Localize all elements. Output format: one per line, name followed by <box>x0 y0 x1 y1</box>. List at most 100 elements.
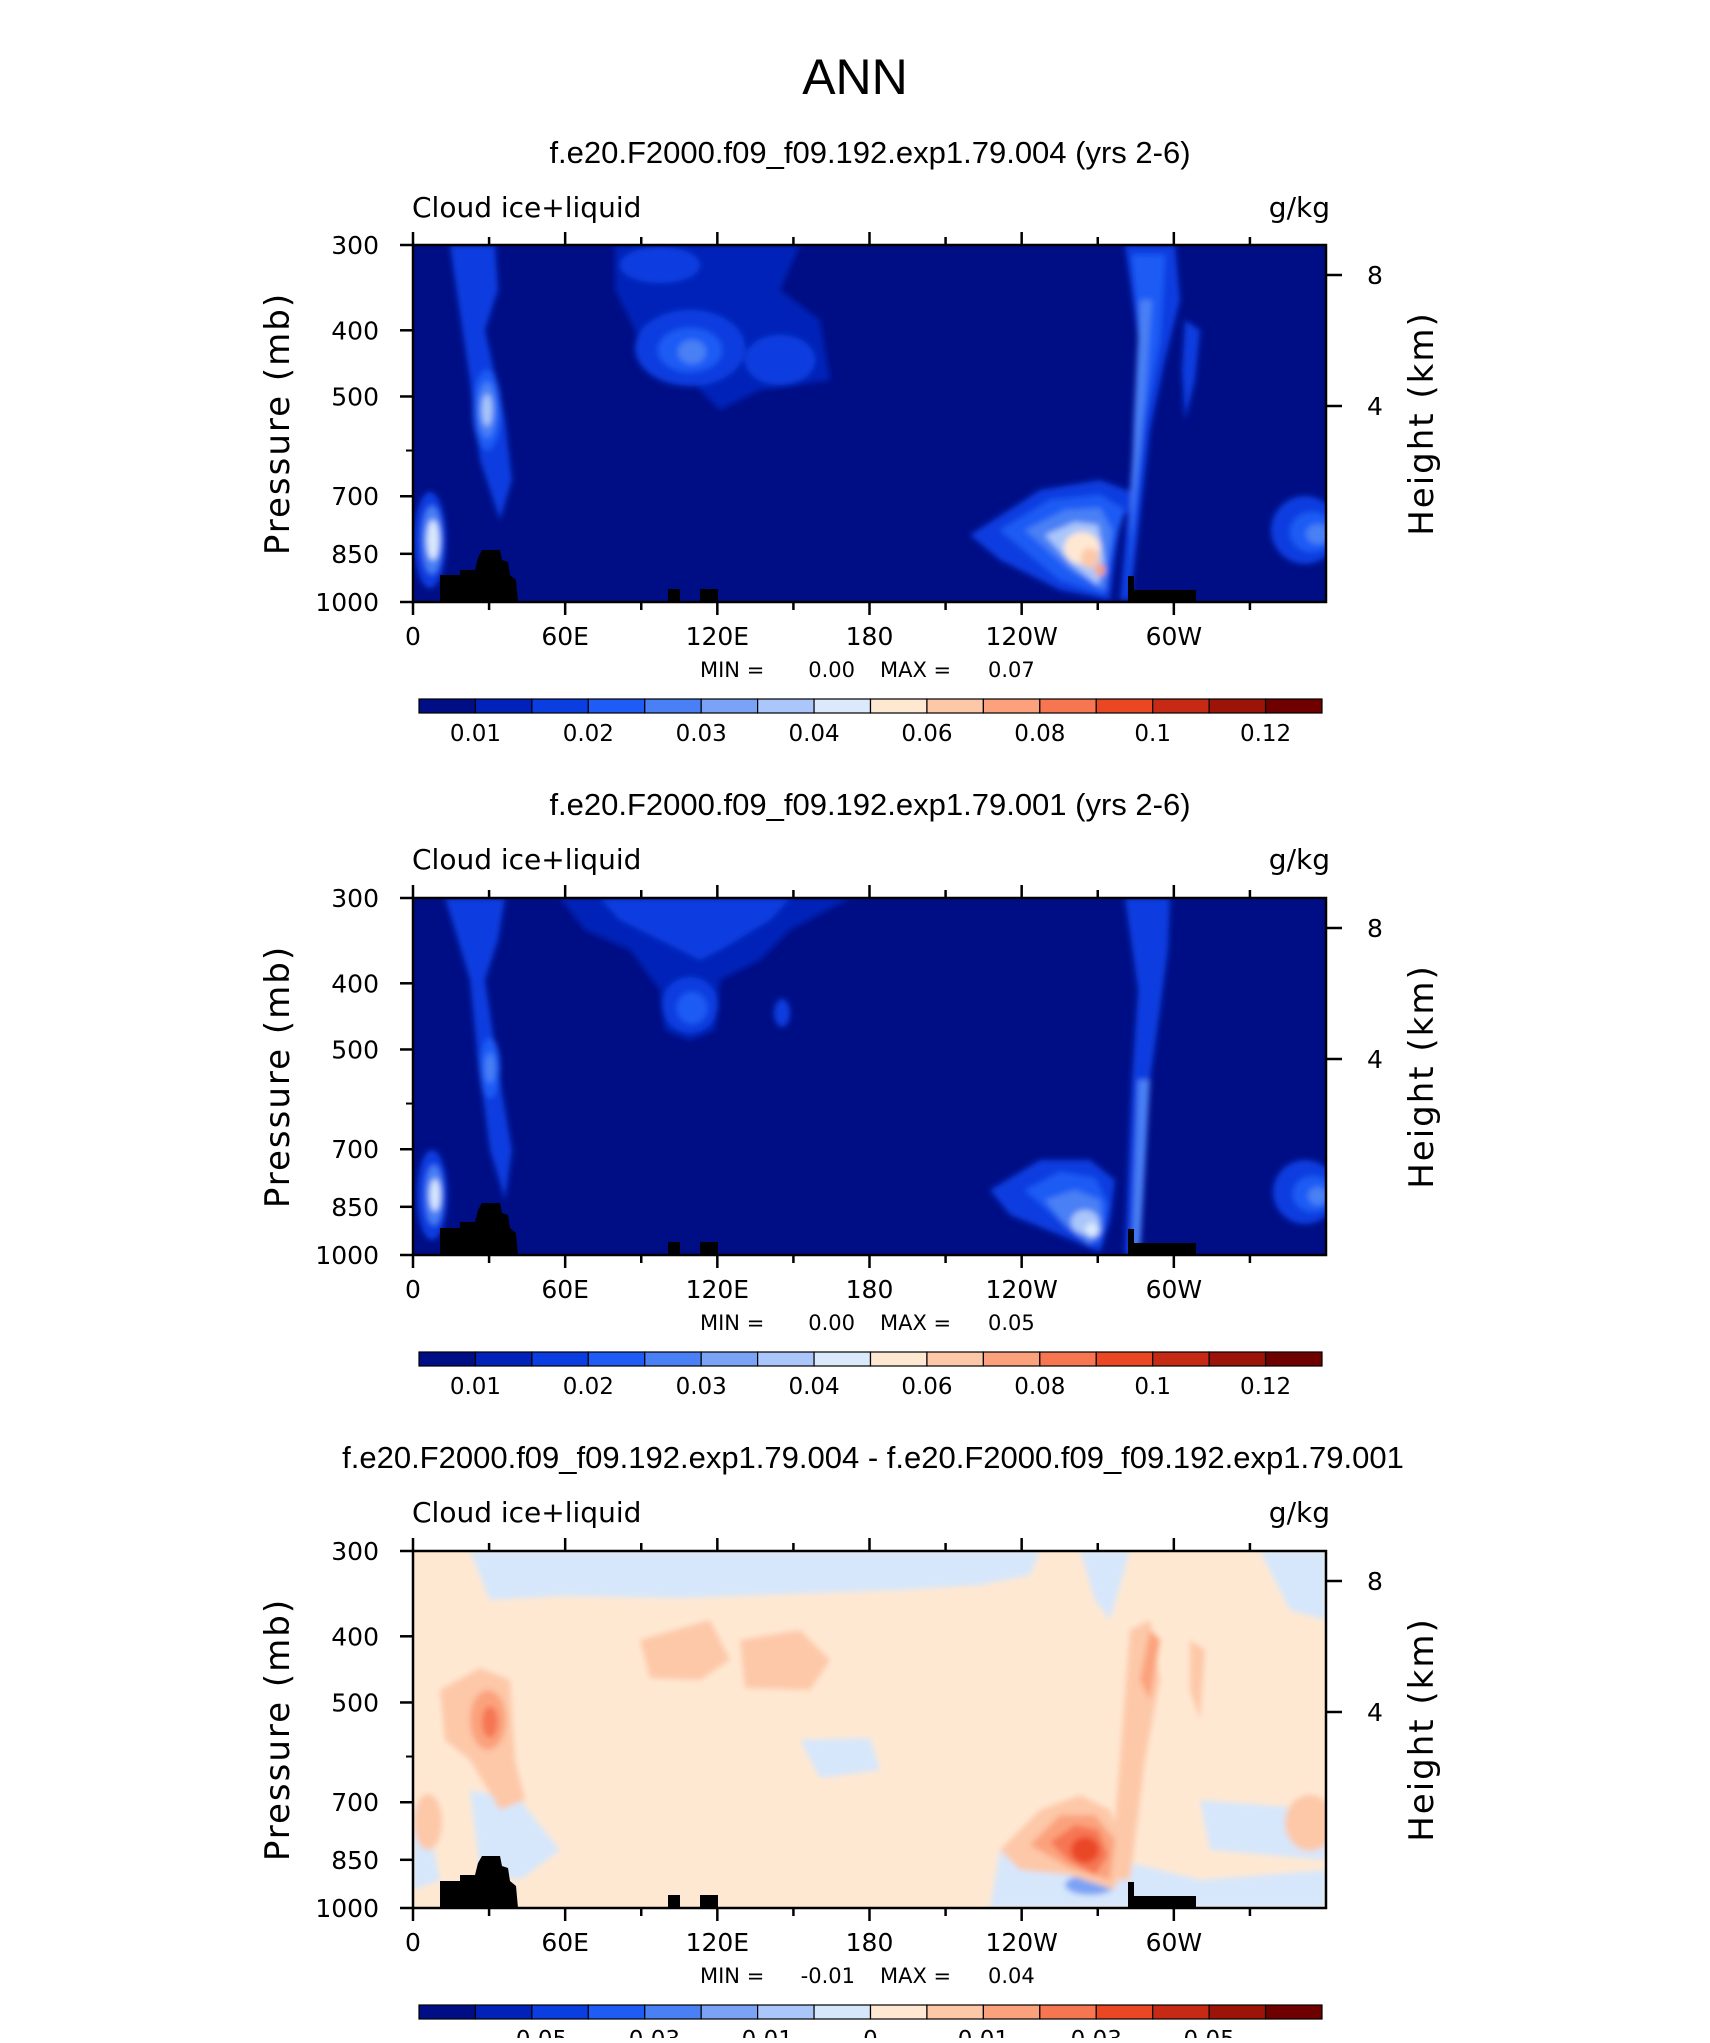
x-tick-label: 120W <box>985 622 1057 651</box>
y-tick-label: 1000 <box>315 588 379 617</box>
y-tick-label: 300 <box>331 1537 379 1566</box>
colorbar-swatch <box>1095 698 1154 714</box>
colorbar-swatch <box>1095 2004 1154 2020</box>
colorbar-swatch <box>757 698 815 714</box>
y-tick-label: 700 <box>331 1788 379 1817</box>
y-axis-right-label: Height (km) <box>1402 1617 1442 1842</box>
min-value: 0.00 <box>808 1311 855 1335</box>
panel-1: f.e20.F2000.f09_f09.192.exp1.79.004 (yrs… <box>411 135 1330 604</box>
colorbar-label: 0.1 <box>1134 1374 1171 1400</box>
y-right-tick-label: 8 <box>1367 1567 1383 1596</box>
colorbar-label: 0.02 <box>563 721 614 747</box>
contour-field <box>413 245 1326 602</box>
y-tick-label: 500 <box>331 1035 379 1064</box>
colorbar-label: 0.04 <box>788 1374 839 1400</box>
x-tick-label: 0 <box>405 1928 421 1957</box>
units-label: g/kg <box>1269 843 1330 876</box>
colorbar-swatch <box>644 2004 702 2020</box>
max-value: 0.04 <box>988 1964 1035 1988</box>
colorbar-swatch <box>531 2004 589 2020</box>
y-tick-label: 300 <box>331 231 379 260</box>
colorbar-swatch <box>813 1351 872 1367</box>
colorbar-swatch <box>813 698 872 714</box>
colorbar-label: 0.12 <box>1240 721 1291 747</box>
x-tick-label: 60W <box>1146 1928 1203 1957</box>
colorbar-label: 0.05 <box>1184 2027 1235 2038</box>
x-tick-label: 60E <box>541 1275 589 1304</box>
colorbar-swatch <box>700 2004 759 2020</box>
x-tick-label: 0 <box>405 1275 421 1304</box>
colorbar-label: 0.01 <box>450 721 501 747</box>
colorbar-swatch <box>1039 2004 1097 2020</box>
colorbar-swatch <box>1152 698 1210 714</box>
colorbar-swatch <box>474 1351 533 1367</box>
panel-title: f.e20.F2000.f09_f09.192.exp1.79.004 (yrs… <box>549 135 1190 170</box>
colorbar-label: 0.03 <box>676 1374 727 1400</box>
x-tick-label: 60W <box>1146 1275 1203 1304</box>
y-tick-label: 500 <box>331 382 379 411</box>
colorbar-swatch <box>926 1351 984 1367</box>
max-value: 0.05 <box>988 1311 1035 1335</box>
y-tick-label: 700 <box>331 482 379 511</box>
max-label: MAX = <box>880 1311 951 1335</box>
colorbar-swatch <box>1039 698 1097 714</box>
y-axis-right-label: Height (km) <box>1402 964 1442 1189</box>
colorbar-swatch <box>1152 2004 1210 2020</box>
colorbar-swatch <box>587 698 646 714</box>
y-tick-label: 850 <box>331 1193 379 1222</box>
min-label: MIN = <box>700 658 764 682</box>
colorbar-swatch <box>757 1351 815 1367</box>
colorbar-label: 0.1 <box>1134 721 1171 747</box>
colorbar-swatch <box>1095 1351 1154 1367</box>
colorbar-swatch <box>700 698 759 714</box>
panel-title: f.e20.F2000.f09_f09.192.exp1.79.004 - f.… <box>342 1440 1404 1475</box>
y-axis-label: Pressure (mb) <box>258 292 298 555</box>
colorbar-swatch <box>418 698 477 714</box>
colorbar-swatch <box>587 1351 646 1367</box>
colorbar-label: 0.02 <box>563 1374 614 1400</box>
colorbar-swatch <box>474 2004 533 2020</box>
y-tick-label: 1000 <box>315 1241 379 1270</box>
colorbar-label: 0 <box>863 2027 878 2038</box>
colorbar-swatch <box>926 2004 984 2020</box>
colorbar-swatch <box>1264 2004 1323 2020</box>
colorbar-swatch <box>1264 1351 1323 1367</box>
colorbar-swatch <box>587 2004 646 2020</box>
y-axis-label: Pressure (mb) <box>258 1598 298 1861</box>
y-tick-label: 850 <box>331 1846 379 1875</box>
colorbar-swatch <box>813 2004 872 2020</box>
min-value: 0.00 <box>808 658 855 682</box>
y-right-tick-label: 4 <box>1367 1045 1383 1074</box>
colorbar-label: 0.04 <box>788 721 839 747</box>
x-tick-label: 120E <box>686 1928 750 1957</box>
colorbar-swatch <box>869 1351 928 1367</box>
x-tick-label: 60E <box>541 1928 589 1957</box>
x-tick-label: 120W <box>985 1275 1057 1304</box>
max-label: MAX = <box>880 1964 951 1988</box>
y-tick-label: 700 <box>331 1135 379 1164</box>
colorbar-label: 0.08 <box>1014 1374 1065 1400</box>
y-axis-right-label: Height (km) <box>1402 311 1442 536</box>
colorbar-swatch <box>926 698 984 714</box>
colorbar-swatch <box>644 1351 702 1367</box>
y-right-tick-label: 4 <box>1367 1698 1383 1727</box>
colorbar-swatch <box>1208 1351 1267 1367</box>
max-label: MAX = <box>880 658 951 682</box>
colorbar-swatch <box>644 698 702 714</box>
colorbar-swatch <box>474 698 533 714</box>
colorbar-label: −0.05 <box>497 2027 567 2038</box>
colorbar-swatch <box>1208 2004 1267 2020</box>
colorbar-label: 0.03 <box>676 721 727 747</box>
x-tick-label: 180 <box>846 1928 894 1957</box>
y-tick-label: 400 <box>331 316 379 345</box>
y-tick-label: 300 <box>331 884 379 913</box>
min-label: MIN = <box>700 1964 764 1988</box>
colorbar-swatch <box>982 2004 1041 2020</box>
y-tick-label: 400 <box>331 1622 379 1651</box>
min-label: MIN = <box>700 1311 764 1335</box>
units-label: g/kg <box>1269 1496 1330 1529</box>
contour-field <box>413 1551 1326 1908</box>
colorbar-swatch <box>531 698 589 714</box>
terrain-mask <box>440 550 518 602</box>
